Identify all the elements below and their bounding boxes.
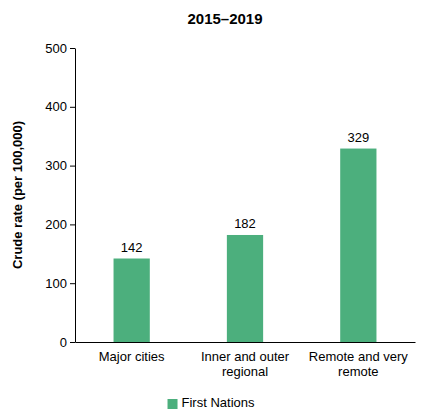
y-tick-label: 400 <box>45 99 67 114</box>
y-tick: 100 <box>45 276 75 291</box>
y-tick-label: 100 <box>45 276 67 291</box>
y-tick-label: 200 <box>45 217 67 232</box>
x-tick-label: Remote and veryremote <box>309 349 408 379</box>
y-tick-mark <box>70 342 75 343</box>
y-tick-mark <box>70 48 75 49</box>
data-labels: 142 182 329 <box>121 130 369 255</box>
x-axis-line <box>76 342 416 343</box>
legend: First Nations <box>168 395 255 410</box>
y-tick-mark <box>70 224 75 225</box>
legend-swatch <box>168 399 178 409</box>
y-tick: 500 <box>45 41 75 56</box>
title: 2015–2019 <box>187 10 262 27</box>
y-tick: 300 <box>45 158 75 173</box>
bar <box>114 259 150 342</box>
y-tick-label: 0 <box>60 335 67 350</box>
x-tick-label: Inner and outerregional <box>201 349 290 379</box>
y-tick-mark <box>70 107 75 108</box>
data-label: 182 <box>234 216 256 231</box>
x-tick-label: Major cities <box>99 349 165 364</box>
x-tick: Inner and outerregional <box>201 349 290 379</box>
y-tick: 400 <box>45 99 75 114</box>
y-axis: 0 100 200 300 400 500 <box>45 41 75 350</box>
y-tick: 200 <box>45 217 75 232</box>
bar <box>227 235 263 342</box>
data-label: 142 <box>121 240 143 255</box>
legend-label: First Nations <box>182 395 255 410</box>
x-tick: Remote and veryremote <box>309 349 408 379</box>
chart: 2015–2019 Crude rate (per 100,000) 0 100 200… <box>0 0 422 420</box>
y-tick-label: 500 <box>45 41 67 56</box>
y-axis-line <box>75 49 76 343</box>
y-tick-mark <box>70 166 75 167</box>
bars <box>114 149 377 342</box>
y-tick: 0 <box>60 335 75 350</box>
y-axis-title: Crude rate (per 100,000) <box>10 121 25 269</box>
data-label: 329 <box>347 130 369 145</box>
x-tick: Major cities <box>99 349 165 364</box>
x-axis: Major cities Inner and outerregional Remot… <box>76 343 416 380</box>
y-tick-label: 300 <box>45 158 67 173</box>
bar <box>340 149 376 342</box>
y-tick-mark <box>70 283 75 284</box>
